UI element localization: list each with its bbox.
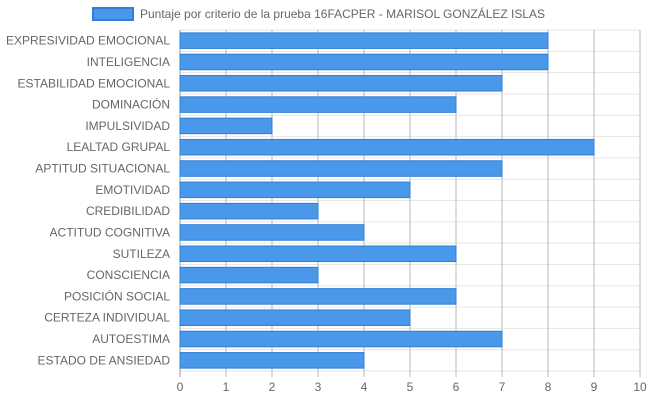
bar[interactable] (179, 75, 503, 92)
x-tick-label: 6 (453, 380, 460, 394)
y-axis-labels: EXPRESIVIDAD EMOCIONAL INTELIGENCIA ESTABI… (6, 34, 170, 368)
legend-label: Puntaje por criterio de la prueba 16FACP… (140, 6, 545, 21)
bar[interactable] (179, 160, 503, 177)
legend-swatch (92, 7, 134, 21)
legend[interactable]: Puntaje por criterio de la prueba 16FACP… (92, 6, 545, 21)
x-axis-labels: 0 1 2 3 4 5 6 7 8 9 10 (177, 380, 647, 394)
bar[interactable] (179, 53, 549, 71)
bar[interactable] (179, 32, 549, 49)
category-label: DOMINACIÓN (92, 97, 170, 112)
x-tick-label: 3 (315, 380, 322, 394)
x-tick-label: 4 (361, 380, 368, 394)
x-tick-label: 8 (545, 380, 552, 394)
category-label: LEALTAD GRUPAL (67, 140, 171, 154)
x-tick-label: 9 (591, 380, 598, 394)
bar[interactable] (179, 288, 457, 305)
bar[interactable] (179, 266, 319, 284)
category-label: CONSCIENCIA (87, 268, 170, 282)
category-label: ESTADO DE ANSIEDAD (38, 353, 171, 367)
category-label: ACTITUD COGNITIVA (50, 225, 170, 239)
x-tick-label: 10 (633, 380, 647, 394)
category-label: CREDIBILIDAD (86, 204, 170, 218)
bar[interactable] (179, 245, 457, 263)
bar[interactable] (179, 352, 365, 369)
bar[interactable] (179, 309, 411, 326)
x-tick-label: 5 (407, 380, 414, 394)
bar[interactable] (179, 96, 457, 113)
bar[interactable] (179, 224, 365, 241)
category-label: EXPRESIVIDAD EMOCIONAL (6, 34, 170, 48)
bar[interactable] (179, 138, 595, 156)
x-tick-label: 0 (177, 380, 184, 394)
category-label: INTELIGENCIA (87, 55, 170, 69)
category-label: POSICIÓN SOCIAL (64, 288, 170, 303)
bar[interactable] (179, 117, 273, 135)
category-label: SUTILEZA (113, 247, 170, 261)
x-tick-label: 7 (499, 380, 506, 394)
bar[interactable] (179, 330, 503, 348)
category-label: EMOTIVIDAD (95, 183, 170, 197)
category-label: IMPULSIVIDAD (85, 119, 170, 133)
x-tick-label: 1 (223, 380, 230, 394)
bars (179, 32, 595, 369)
category-label: ESTABILIDAD EMOCIONAL (18, 76, 171, 90)
category-label: APTITUD SITUACIONAL (35, 162, 170, 176)
category-label: CERTEZA INDIVIDUAL (44, 311, 170, 325)
bar[interactable] (179, 181, 411, 199)
category-label: AUTOESTIMA (92, 332, 170, 346)
x-tick-label: 2 (269, 380, 276, 394)
bar[interactable] (179, 202, 319, 220)
